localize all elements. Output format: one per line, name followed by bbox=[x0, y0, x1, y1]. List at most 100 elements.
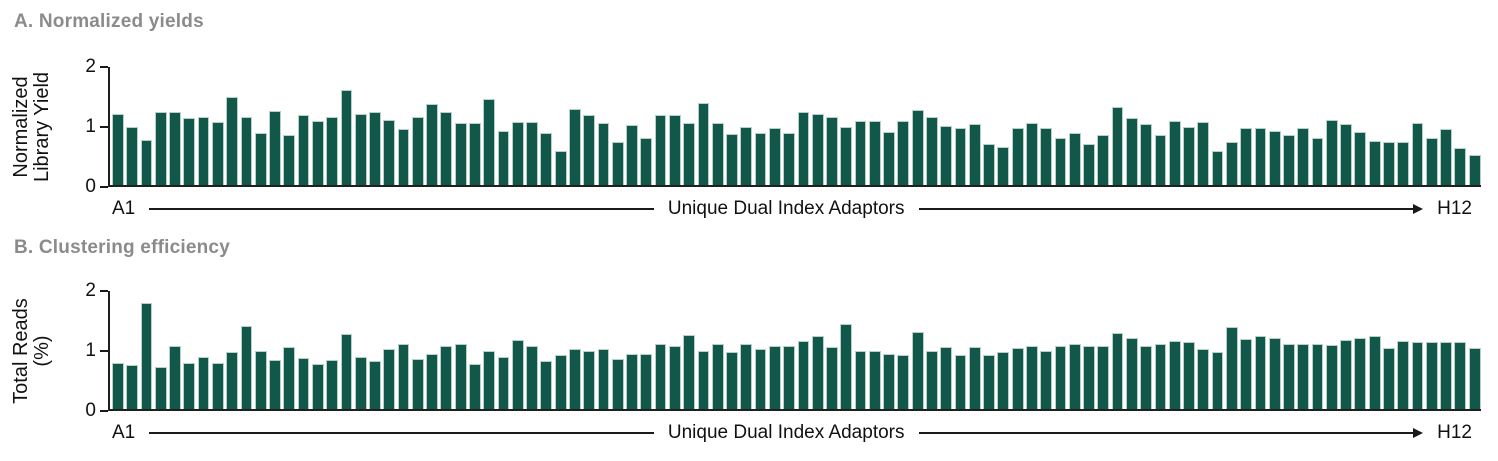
bar bbox=[1011, 128, 1024, 185]
x-axis-line-left bbox=[149, 208, 654, 210]
bar bbox=[311, 363, 324, 409]
bar bbox=[1297, 344, 1310, 409]
bar bbox=[883, 131, 895, 185]
bar bbox=[197, 357, 210, 409]
y-tick-label-2: 2 bbox=[85, 56, 96, 77]
bar bbox=[997, 146, 1010, 185]
bar bbox=[154, 111, 167, 185]
bar bbox=[826, 347, 838, 409]
panel-b-y-axis-title: Total Reads (%) bbox=[10, 298, 53, 404]
bar bbox=[1325, 120, 1338, 185]
x-axis-title: Unique Dual Index Adaptors bbox=[667, 422, 905, 443]
bar bbox=[797, 341, 810, 409]
bar bbox=[1340, 339, 1352, 409]
bar bbox=[954, 127, 967, 185]
bar bbox=[711, 344, 724, 409]
bar bbox=[1225, 141, 1238, 185]
x-axis-line-left bbox=[149, 432, 654, 434]
bar bbox=[454, 344, 467, 409]
bar bbox=[668, 115, 681, 185]
bar bbox=[411, 116, 424, 185]
bar bbox=[726, 134, 738, 185]
bar bbox=[226, 352, 239, 409]
bar bbox=[683, 335, 696, 409]
bar bbox=[1154, 134, 1167, 185]
y-tick-mark bbox=[100, 410, 108, 412]
bar bbox=[740, 127, 753, 185]
bar bbox=[183, 362, 196, 409]
bar bbox=[469, 123, 481, 185]
bar bbox=[783, 346, 795, 409]
bar bbox=[1383, 347, 1395, 409]
bar bbox=[112, 113, 124, 185]
bar bbox=[369, 360, 381, 409]
panel-b-bars bbox=[110, 291, 1481, 409]
panel-a-chart: Normalized Library Yield 2 1 0 bbox=[0, 56, 1498, 197]
panel-b-chart: Total Reads (%) 2 1 0 bbox=[0, 280, 1498, 421]
bar bbox=[211, 362, 224, 409]
bar bbox=[854, 350, 867, 409]
y-tick-mark bbox=[100, 186, 108, 188]
bar bbox=[1397, 141, 1410, 185]
bar bbox=[811, 336, 824, 409]
bar bbox=[768, 345, 781, 409]
panel-a-y-axis-title-wrap: Normalized Library Yield bbox=[0, 67, 64, 187]
bar bbox=[940, 347, 953, 409]
bar bbox=[1197, 349, 1210, 409]
bar bbox=[768, 128, 781, 185]
bar bbox=[1440, 128, 1452, 185]
bar bbox=[911, 331, 924, 409]
bar bbox=[254, 132, 267, 185]
panel-a-plot-area bbox=[108, 67, 1481, 187]
bar bbox=[1411, 123, 1424, 185]
bar bbox=[540, 132, 553, 185]
bar bbox=[269, 360, 281, 409]
bar bbox=[1397, 341, 1410, 409]
bar bbox=[640, 354, 653, 409]
bar bbox=[1354, 131, 1367, 185]
bar bbox=[611, 358, 624, 409]
bar bbox=[426, 104, 438, 185]
bar bbox=[968, 347, 981, 409]
bar bbox=[326, 117, 338, 185]
bar bbox=[897, 355, 910, 409]
bar bbox=[1368, 335, 1381, 409]
bar bbox=[1183, 126, 1195, 185]
bar bbox=[397, 343, 410, 409]
bar bbox=[1468, 154, 1481, 185]
y-axis-title-line1: Normalized bbox=[10, 76, 32, 178]
bar bbox=[697, 350, 710, 409]
bar bbox=[754, 132, 767, 185]
bar bbox=[369, 112, 381, 185]
bar bbox=[1040, 127, 1053, 185]
panel-a-y-axis-title: Normalized Library Yield bbox=[10, 71, 53, 183]
bar bbox=[968, 124, 981, 185]
bar bbox=[126, 127, 139, 185]
bar bbox=[554, 354, 567, 409]
bar bbox=[711, 123, 724, 185]
bar bbox=[1125, 337, 1138, 409]
bar bbox=[112, 362, 124, 409]
y-tick-label-1: 1 bbox=[85, 116, 96, 137]
y-tick-mark bbox=[100, 290, 108, 292]
panel-a-y-tick-labels: 2 1 0 bbox=[64, 56, 100, 197]
bar bbox=[440, 345, 453, 409]
bar bbox=[1254, 128, 1267, 185]
y-axis-title-line2: Library Yield bbox=[31, 71, 53, 183]
bar bbox=[1268, 130, 1281, 185]
bar bbox=[1297, 127, 1310, 185]
bar bbox=[540, 360, 553, 409]
bar bbox=[440, 111, 453, 185]
bar bbox=[483, 350, 496, 409]
bar bbox=[940, 126, 953, 185]
bar bbox=[1225, 327, 1238, 409]
y-axis-title-line1: Total Reads bbox=[10, 298, 32, 404]
bar bbox=[1154, 344, 1167, 409]
y-tick-label-1: 1 bbox=[85, 340, 96, 361]
bar bbox=[1068, 132, 1081, 185]
bar bbox=[383, 349, 396, 409]
bar bbox=[311, 121, 324, 185]
bar bbox=[1111, 333, 1124, 409]
bar bbox=[211, 121, 224, 185]
bar bbox=[1340, 124, 1352, 185]
